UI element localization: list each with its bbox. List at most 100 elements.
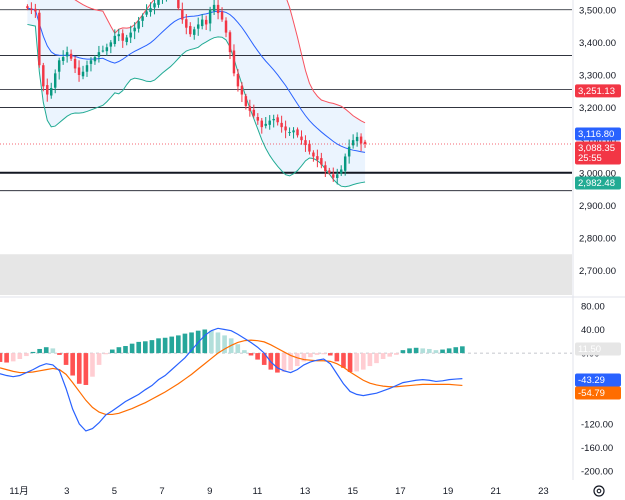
macd-tag-2: -54.79	[578, 388, 605, 399]
macd-histogram-bar	[413, 347, 419, 354]
macd-histogram-bar	[440, 349, 445, 354]
macd-line	[0, 327, 463, 432]
price-tag-3: 2,982.48	[578, 178, 615, 189]
time-axis-tick: 3	[64, 486, 69, 497]
candle	[81, 71, 85, 77]
candle	[50, 88, 53, 96]
macd-histogram-bar	[143, 341, 148, 354]
candle	[339, 169, 343, 174]
candle	[133, 27, 136, 32]
bollinger-upper	[74, 0, 366, 124]
candle	[304, 140, 307, 146]
candle	[336, 174, 339, 178]
macd-tag-2-bg	[575, 386, 621, 400]
candle	[240, 85, 244, 95]
candle	[105, 47, 109, 52]
candle	[157, 0, 160, 5]
candle	[284, 126, 287, 131]
candle	[288, 132, 291, 134]
macd-histogram-bar	[446, 348, 452, 354]
candle	[189, 26, 192, 35]
macd-histogram-bar	[169, 336, 175, 354]
candle	[89, 60, 93, 64]
candle	[177, 0, 180, 9]
price-axis-tick: 2,800.00	[579, 233, 616, 244]
macd-histogram-bar	[57, 353, 62, 355]
shaded-zone	[0, 254, 572, 295]
candle	[101, 50, 105, 52]
macd-histogram-bar	[10, 353, 16, 362]
price-axis-tick: 2,900.00	[579, 201, 616, 212]
macd-histogram-bar	[347, 353, 353, 372]
candle	[42, 65, 45, 87]
price-axis-tick: 3,300.00	[579, 70, 616, 81]
macd-histogram-bar	[453, 347, 459, 354]
macd-axis-tick: -160.00	[581, 443, 613, 454]
macd-histogram-bar	[96, 353, 102, 365]
macd-tag-0: 11.50	[578, 344, 601, 355]
macd-histogram-bar	[308, 353, 313, 358]
candle	[324, 165, 327, 172]
candle	[347, 146, 351, 157]
candle	[236, 73, 240, 87]
macd-tag-1-bg	[575, 373, 621, 387]
candle	[196, 24, 200, 29]
candle	[57, 60, 61, 72]
macd-histogram-bar	[380, 353, 386, 359]
macd-histogram-bar	[123, 346, 128, 354]
macd-histogram-bar	[261, 353, 267, 365]
macd-histogram-bar	[394, 353, 399, 355]
macd-histogram-bar	[460, 346, 465, 354]
candle	[65, 52, 69, 57]
gear-icon[interactable]	[593, 485, 605, 497]
time-axis-tick: 19	[443, 486, 454, 497]
time-axis-tick: 9	[207, 486, 212, 497]
macd-histogram-bar	[116, 347, 122, 354]
candle	[216, 4, 220, 14]
macd-histogram-bar	[327, 353, 333, 356]
candle	[308, 143, 311, 152]
time-axis-tick: 13	[300, 486, 311, 497]
candle	[125, 37, 128, 43]
candle	[26, 6, 29, 9]
candle	[224, 20, 228, 33]
macd-histogram-bar	[76, 353, 82, 384]
macd-histogram-bar	[83, 353, 89, 385]
time-axis-tick: 11	[252, 486, 262, 497]
time-axis-tick: 15	[347, 486, 358, 497]
macd-axis-tick: -200.00	[581, 467, 613, 478]
candle	[181, 9, 184, 20]
candle	[149, 8, 152, 13]
candle	[121, 33, 124, 41]
candle	[141, 16, 144, 21]
candle	[232, 50, 236, 74]
price-axis-tick: 3,400.00	[579, 38, 616, 49]
macd-axis-tick: 80.00	[581, 301, 605, 312]
price-tag-0-bg	[575, 84, 621, 98]
macd-histogram-bar	[255, 353, 260, 360]
macd-histogram-bar	[400, 350, 406, 354]
macd-histogram-bar	[136, 341, 142, 354]
macd-histogram-bar	[202, 329, 208, 354]
candle	[276, 117, 279, 123]
macd-histogram-bar	[37, 348, 42, 354]
macd-histogram-bar	[90, 353, 95, 377]
candle	[351, 140, 355, 146]
macd-axis-tick: 40.00	[581, 325, 605, 336]
price-tag-1-bg	[575, 127, 621, 141]
gear-icon-hub	[596, 488, 602, 494]
price-axis-tick: 3,000.00	[579, 168, 616, 179]
candle	[153, 3, 156, 8]
time-axis-tick: 21	[490, 486, 501, 497]
macd-histogram-bar	[209, 330, 214, 354]
candle	[137, 21, 140, 29]
candle	[145, 11, 148, 15]
macd-histogram-bar	[109, 349, 115, 354]
candle	[363, 141, 367, 144]
candle	[359, 136, 363, 144]
candle	[252, 109, 256, 116]
candle	[212, 4, 216, 12]
price-axis-tick: 3,500.00	[579, 5, 616, 16]
